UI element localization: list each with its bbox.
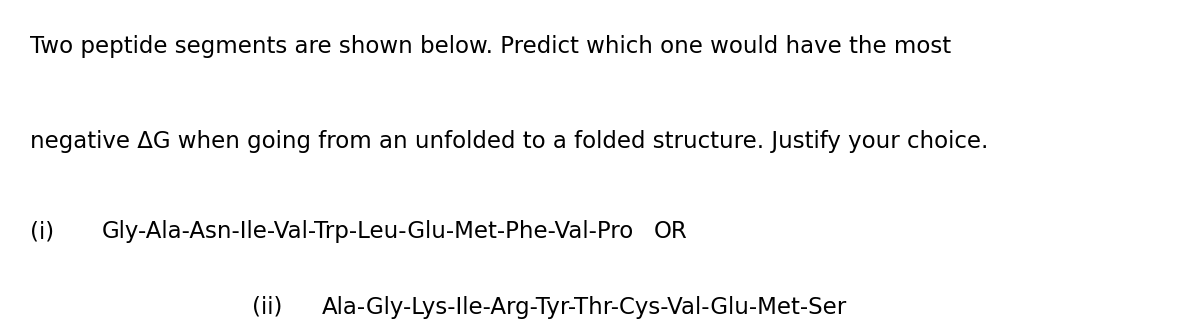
Text: (i): (i) bbox=[30, 220, 54, 243]
Text: (ii): (ii) bbox=[252, 296, 282, 319]
Text: negative ΔG when going from an unfolded to a folded structure. Justify your choi: negative ΔG when going from an unfolded … bbox=[30, 130, 989, 153]
Text: Ala-Gly-Lys-Ile-Arg-Tyr-Thr-Cys-Val-Glu-Met-Ser: Ala-Gly-Lys-Ile-Arg-Tyr-Thr-Cys-Val-Glu-… bbox=[322, 296, 847, 319]
Text: OR: OR bbox=[654, 220, 688, 243]
Text: Two peptide segments are shown below. Predict which one would have the most: Two peptide segments are shown below. Pr… bbox=[30, 35, 952, 58]
Text: Gly-Ala-Asn-Ile-Val-Trp-Leu-Glu-Met-Phe-Val-Pro: Gly-Ala-Asn-Ile-Val-Trp-Leu-Glu-Met-Phe-… bbox=[102, 220, 635, 243]
